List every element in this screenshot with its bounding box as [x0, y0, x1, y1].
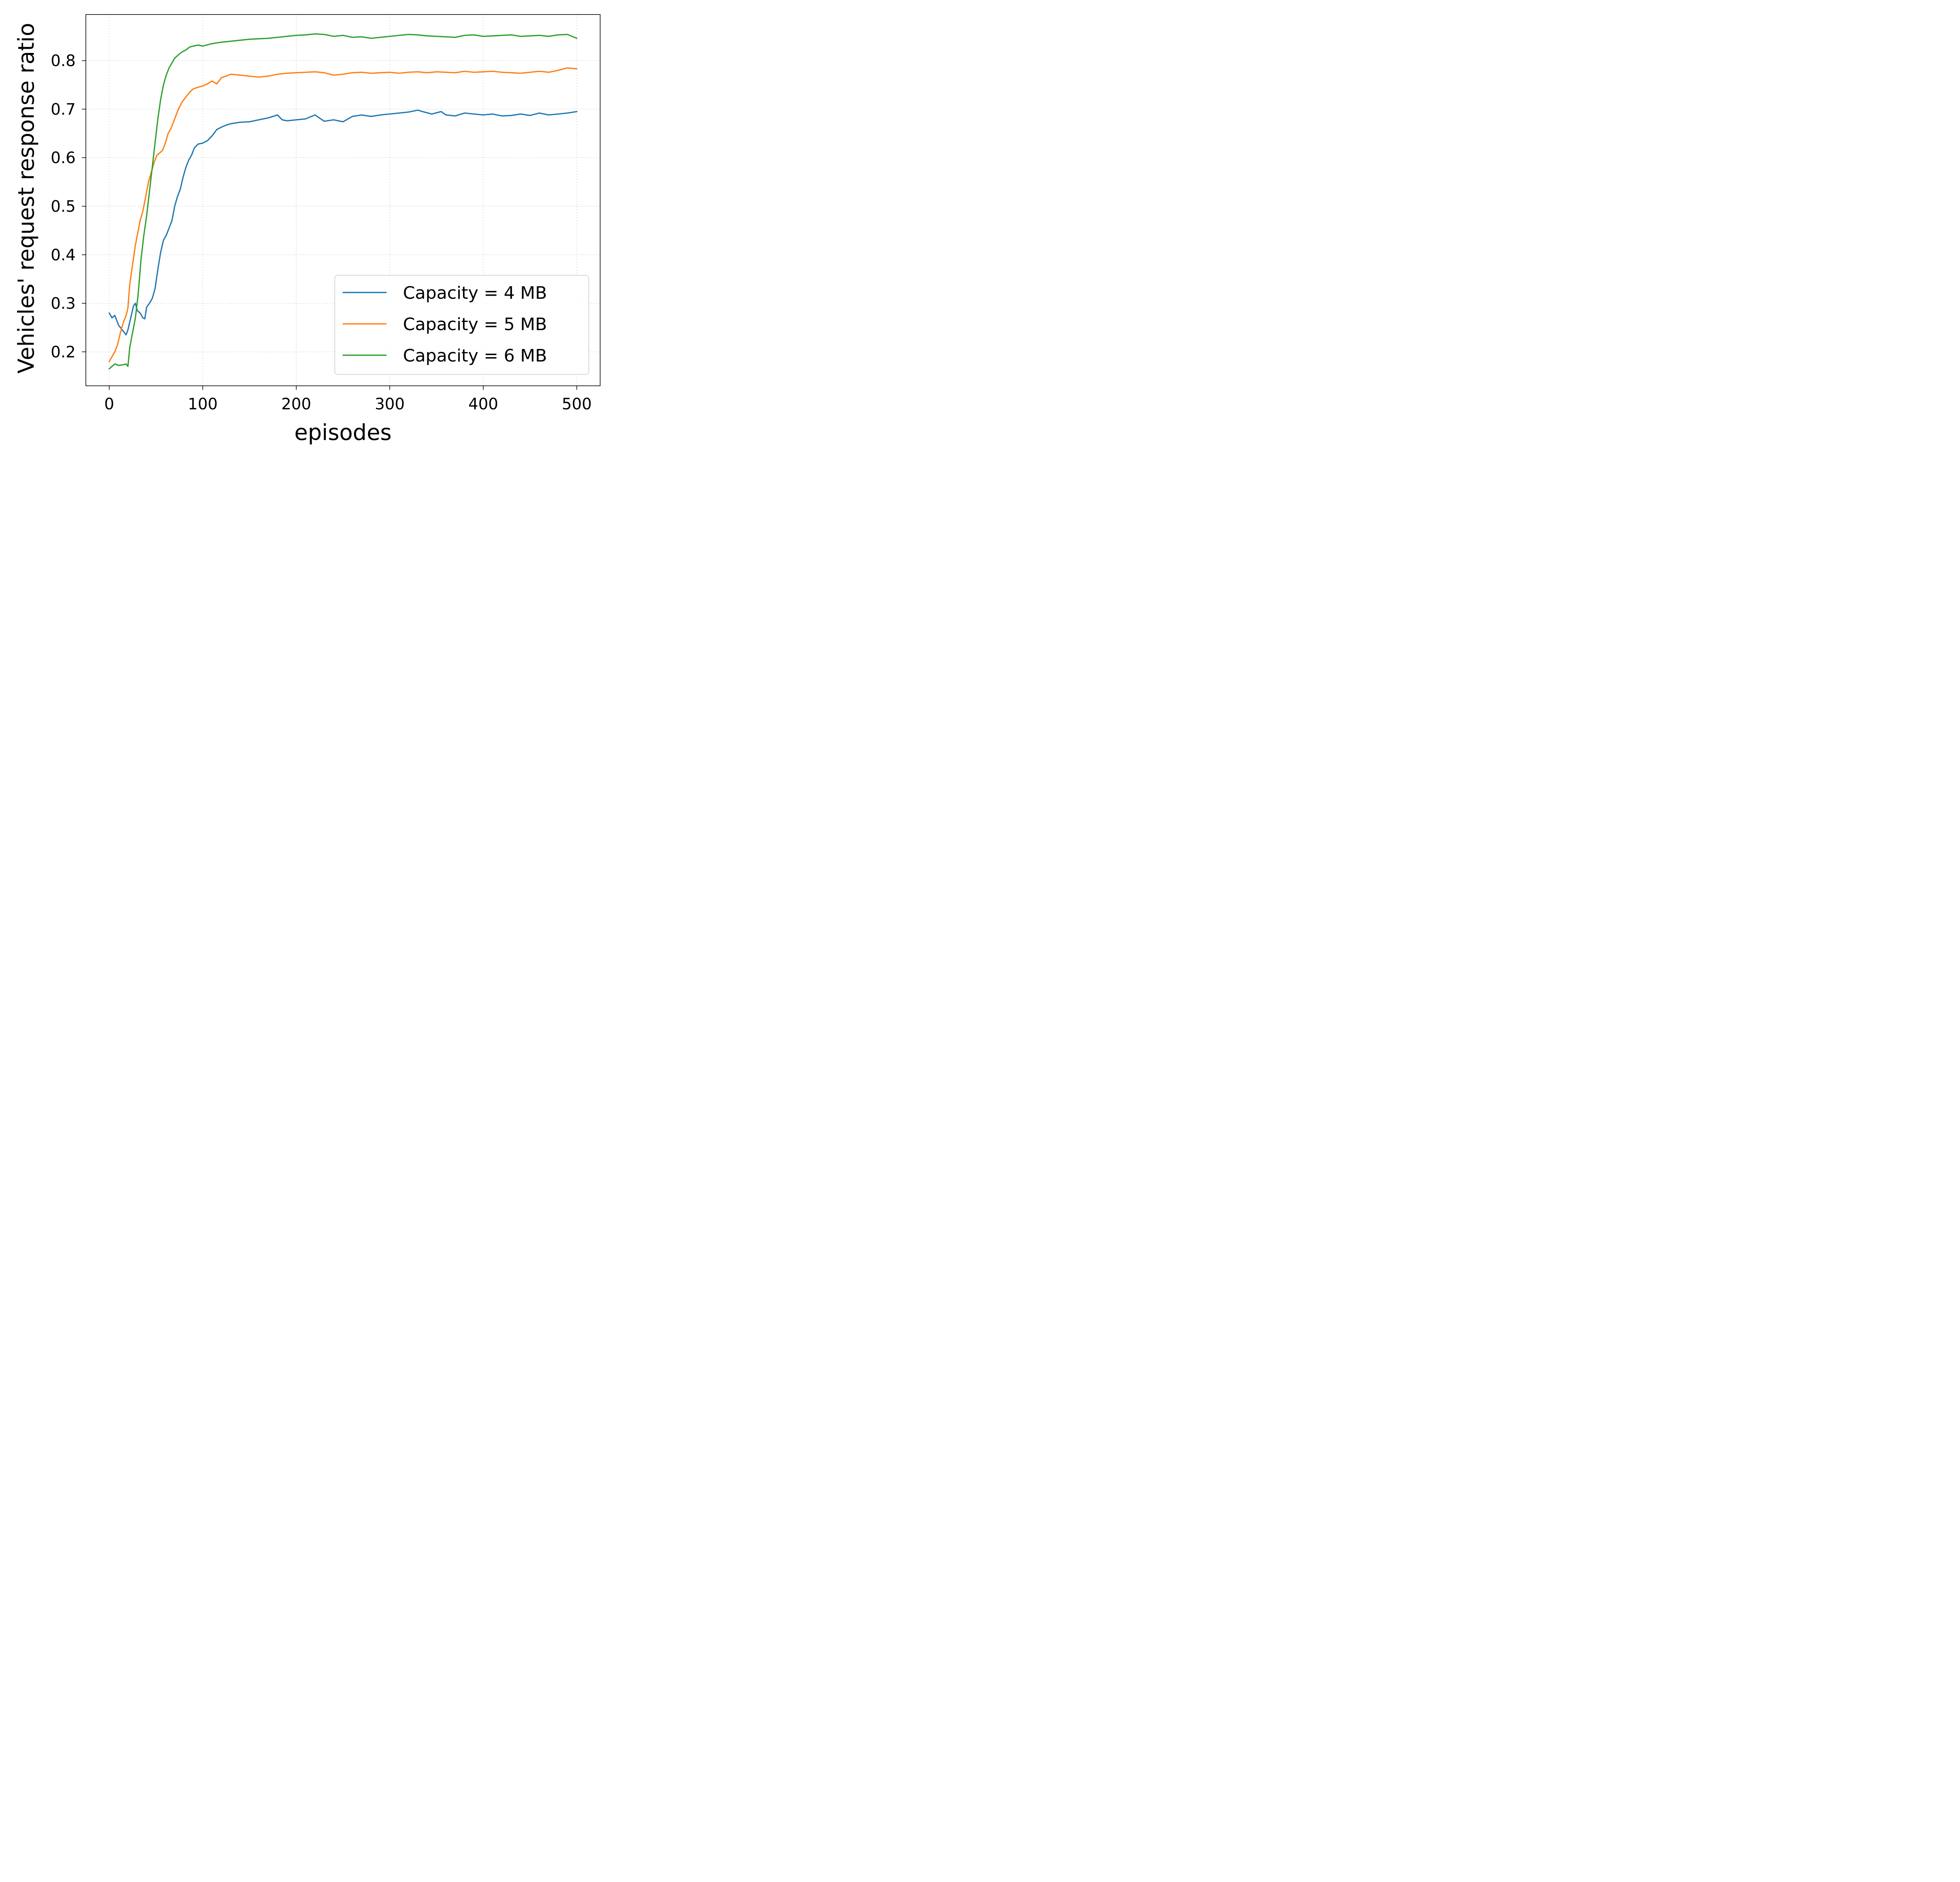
x-tick-label: 200: [281, 395, 311, 413]
y-tick-label: 0.7: [51, 100, 76, 118]
x-tick-label: 400: [468, 395, 498, 413]
series-line-2: [109, 67, 577, 362]
legend: Capacity = 4 MB Capacity = 5 MB Capacity =…: [334, 275, 589, 375]
legend-label-3: Capacity = 6 MB: [403, 346, 547, 366]
y-tick-label: 0.5: [51, 198, 76, 216]
plot-frame: [85, 14, 601, 386]
legend-label-1: Capacity = 4 MB: [403, 283, 547, 303]
y-tick-label: 0.3: [51, 295, 76, 313]
x-axis-ticks: 0 100 200 300 400 500: [104, 386, 592, 413]
y-tick-label: 0.4: [51, 246, 76, 264]
x-tick-label: 500: [562, 395, 592, 413]
series-layer: [109, 33, 577, 370]
y-axis-title: Vehicles' request response ratio: [14, 23, 39, 374]
y-tick-label: 0.6: [51, 149, 76, 167]
x-axis-title: episodes: [294, 420, 392, 445]
y-axis-ticks: 0.2 0.3 0.4 0.5 0.6 0.7 0.8: [51, 52, 86, 361]
y-tick-label: 0.8: [51, 52, 76, 70]
x-tick-label: 300: [375, 395, 405, 413]
series-line-1: [109, 109, 577, 336]
x-tick-label: 0: [104, 395, 114, 413]
line-chart: 0 100 200 300 400 500 0.2 0.3 0.4 0.5 0.6 0.7 0.8 e…: [14, 14, 601, 445]
series-line-3: [109, 33, 577, 370]
legend-label-2: Capacity = 5 MB: [403, 314, 547, 334]
x-tick-label: 100: [188, 395, 218, 413]
legend-box: [334, 275, 589, 375]
y-tick-label: 0.2: [51, 343, 76, 361]
